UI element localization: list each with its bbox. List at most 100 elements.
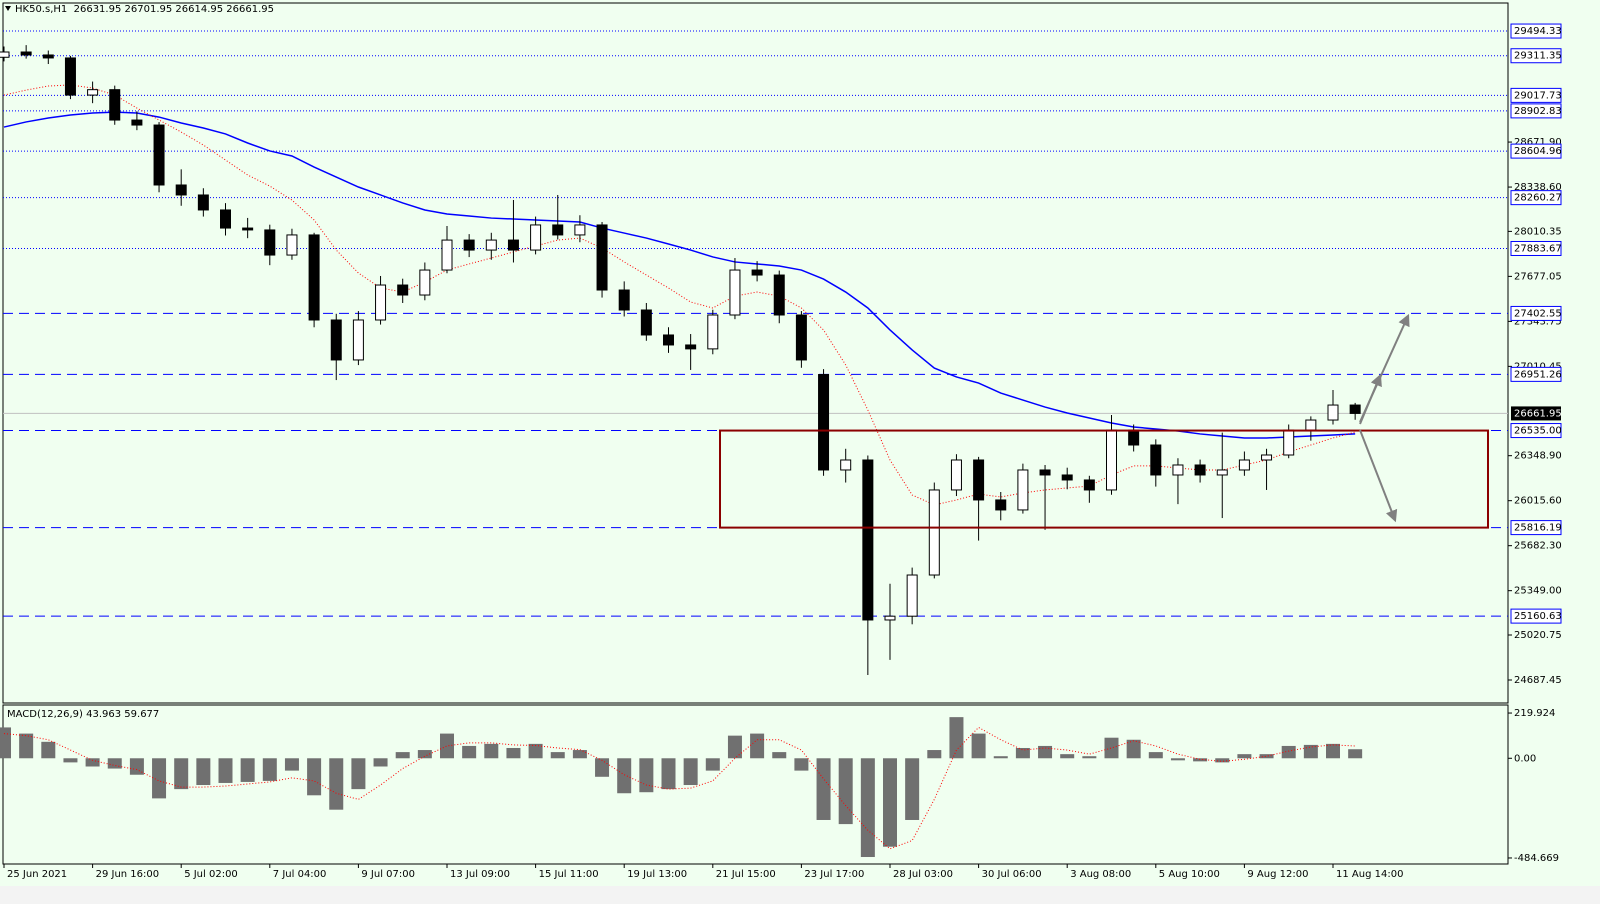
level-label: 28604.96 [1514,146,1562,157]
candle-body [1283,429,1295,456]
macd-bar [19,733,34,759]
level-label: 26951.26 [1514,369,1562,380]
y-tick-label: 28010.35 [1514,226,1562,237]
level-label: 28902.83 [1514,106,1562,117]
macd-bar [129,758,144,775]
macd-bar [838,758,853,825]
macd-title: MACD(12,26,9) 43.963 59.677 [7,709,159,720]
candle-body [0,51,10,58]
x-tick-label: 29 Jun 16:00 [96,869,160,880]
macd-bar [595,758,610,777]
macd-bar [440,733,454,759]
macd-bar [905,758,920,820]
y-tick-label: 26015.60 [1514,496,1562,507]
level-label-box [1510,103,1562,119]
x-tick-label: 30 Jul 06:00 [982,869,1042,880]
candle-body [441,239,453,271]
macd-bar [1281,745,1296,759]
level-label-box [1510,23,1562,39]
candle-body [375,284,387,321]
macd-bar [772,752,787,759]
candle-body [419,269,431,296]
macd-bar [1038,745,1053,759]
macd-bar [1126,739,1141,759]
candle-body [64,57,76,96]
candle-body [131,119,143,126]
macd-bar [395,752,410,759]
macd-bar [1237,754,1252,759]
y-tick-label: 27677.05 [1514,271,1562,282]
candle-body [463,239,475,251]
x-tick-label: 9 Jul 07:00 [361,869,415,880]
level-label: 26535.00 [1514,426,1562,437]
level-label: 29494.33 [1514,26,1562,37]
y-tick-label: 25682.30 [1514,541,1562,552]
candle-body [330,319,342,361]
macd-bar [816,758,831,820]
macd-bar [41,741,56,759]
candle-body [530,224,542,251]
x-tick-label: 9 Aug 12:00 [1247,869,1308,880]
macd-bar [351,758,366,790]
y-tick-label: 219.924 [1514,708,1555,719]
chart-title: HK50.s,H1 26631.95 26701.95 26614.95 266… [15,4,274,15]
candle-body [153,124,165,186]
candle-body [1238,459,1250,471]
y-tick-label: 24687.45 [1514,675,1562,686]
last-price-box [1511,406,1561,421]
macd-bar [528,743,543,759]
candle-body [840,459,852,471]
macd-bar [1303,744,1318,759]
macd-bar [794,758,809,771]
candle-body [1106,429,1117,491]
level-label: 25160.63 [1514,611,1562,622]
macd-bar [1215,758,1230,763]
candle-body [928,489,940,576]
candle-body [795,314,807,361]
level-label: 28260.27 [1514,193,1562,204]
candle-body [1349,404,1361,414]
macd-bar [661,758,676,790]
candle-body [1305,419,1317,431]
y-tick-label: 28338.60 [1514,182,1562,193]
candle-body [42,54,54,59]
candle-body [197,194,209,211]
macd-bar [218,758,233,783]
candle-body [1083,479,1095,491]
macd-bar [1259,754,1274,759]
candle-body [1216,469,1228,476]
x-tick-label: 7 Jul 04:00 [273,869,327,880]
candle-body [1150,444,1162,476]
candle-body [220,209,231,229]
level-label-box [1510,423,1562,439]
candle-body [574,224,586,236]
candle-body [109,89,121,121]
x-tick-label: 11 Aug 14:00 [1336,869,1403,880]
candle-body [773,274,785,316]
arrow-down [1359,429,1398,523]
macd-bar [506,747,521,759]
candle-body [663,334,674,346]
y-tick-label: 25020.75 [1514,630,1562,641]
macd-bar [196,758,211,786]
x-tick-label: 13 Jul 09:00 [450,869,510,880]
y-tick-label: 27343.75 [1514,316,1562,327]
candle-body [618,289,630,311]
candle-body [352,319,364,361]
range-box [719,429,1489,529]
macd-bar [307,758,322,796]
candle-body [862,459,874,621]
macd-bar [860,758,875,858]
candle-body [751,269,763,276]
macd-bar [572,750,587,759]
x-tick-label: 3 Aug 08:00 [1070,869,1131,880]
footer-strip [0,886,1600,904]
candle-body [1261,454,1273,461]
candle-body [640,309,652,336]
macd-bar [1326,743,1340,759]
x-tick-label: 15 Jul 11:00 [539,869,599,880]
level-label: 25816.19 [1514,523,1562,534]
menu-triangle[interactable] [5,6,11,11]
macd-bar [152,758,167,799]
